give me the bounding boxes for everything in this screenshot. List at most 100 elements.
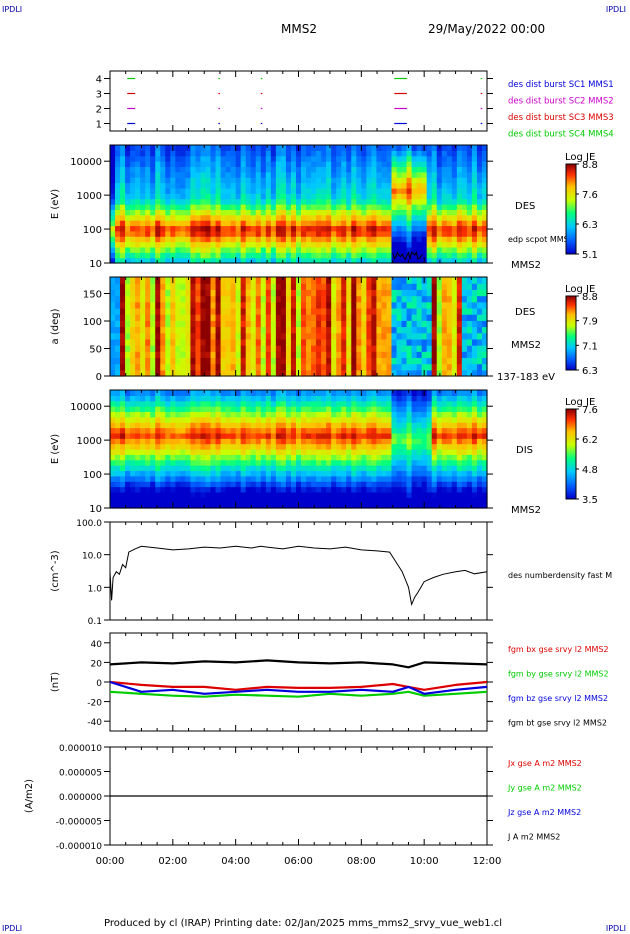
heatmap-cell: [411, 166, 418, 173]
heatmap-cell: [441, 236, 448, 243]
heatmap-cell: [150, 295, 156, 303]
heatmap-cell: [270, 390, 277, 396]
heatmap-cell: [135, 351, 141, 359]
heatmap-cell: [406, 400, 413, 407]
heatmap-cell: [421, 177, 428, 184]
heatmap-cell: [240, 497, 247, 504]
heatmap-cell: [290, 400, 297, 407]
heatmap-cell: [346, 257, 352, 264]
heatmap-cell: [371, 475, 378, 482]
heatmap-cell: [371, 314, 378, 321]
heatmap-cell: [376, 338, 383, 346]
heatmap-cell: [371, 289, 378, 297]
heatmap-cell: [366, 443, 372, 450]
heatmap-cell: [220, 400, 227, 407]
heatmap-cell: [130, 209, 136, 216]
heatmap-cell: [155, 357, 161, 365]
heatmap-cell: [240, 395, 247, 402]
heatmap-cell: [331, 187, 337, 194]
heatmap-cell: [321, 320, 327, 328]
heatmap-cell: [240, 177, 247, 184]
heatmap-cell: [125, 187, 131, 194]
heatmap-cell: [446, 161, 453, 168]
heatmap-cell: [235, 465, 242, 472]
heatmap-cell: [175, 395, 181, 402]
heatmap-cell: [280, 204, 287, 210]
heatmap-cell: [130, 283, 136, 290]
heatmap-cell: [185, 277, 192, 284]
heatmap-cell: [481, 326, 488, 334]
heatmap-cell: [416, 193, 423, 200]
heatmap-cell: [431, 314, 438, 321]
heatmap-cell: [361, 454, 367, 461]
heatmap-cell: [150, 438, 156, 445]
heatmap-cell: [371, 307, 378, 315]
heatmap-cell: [366, 204, 372, 210]
heatmap-cell: [431, 225, 438, 232]
heatmap-cell: [371, 497, 378, 504]
heatmap-cell: [290, 502, 297, 509]
heatmap-cell: [260, 155, 267, 162]
colorbar-tick-label: 5.1: [582, 250, 598, 261]
heatmap-cell: [265, 338, 272, 346]
heatmap-cell: [361, 257, 367, 264]
heatmap-cell: [301, 320, 307, 328]
heatmap-cell: [205, 150, 212, 157]
heatmap-cell: [446, 307, 453, 315]
heatmap-cell: [255, 246, 262, 253]
heatmap-cell: [341, 252, 347, 259]
heatmap-cell: [446, 438, 453, 445]
heatmap-cell: [416, 497, 423, 504]
heatmap-cell: [361, 320, 367, 328]
heatmap-cell: [245, 177, 252, 184]
heatmap-cell: [316, 465, 322, 472]
heatmap-cell: [255, 357, 262, 365]
heatmap-cell: [346, 332, 352, 340]
heatmap-cell: [280, 411, 287, 418]
heatmap-cell: [220, 277, 227, 284]
heatmap-cell: [316, 289, 322, 297]
heatmap-cell: [461, 161, 468, 168]
heatmap-cell: [290, 241, 297, 248]
heatmap-cell: [476, 252, 483, 259]
heatmap-cell: [150, 422, 156, 429]
heatmap-cell: [115, 390, 121, 396]
heatmap-cell: [120, 145, 126, 151]
heatmap-cell: [356, 449, 362, 455]
heatmap-cell: [190, 351, 197, 359]
heatmap-cell: [270, 351, 277, 359]
heatmap-cell: [456, 326, 463, 334]
heatmap-cell: [421, 400, 428, 407]
heatmap-cell: [155, 416, 161, 423]
heatmap-cell: [215, 454, 222, 461]
heatmap-cell: [331, 481, 337, 488]
heatmap-cell: [285, 411, 292, 418]
heatmap-cell: [396, 486, 403, 493]
heatmap-cell: [110, 241, 116, 248]
heatmap-cell: [275, 486, 282, 493]
heatmap-cell: [250, 301, 257, 309]
heatmap-cell: [120, 246, 126, 253]
heatmap-cell: [280, 438, 287, 445]
heatmap-cell: [220, 225, 227, 232]
heatmap-cell: [135, 411, 141, 418]
heatmap-cell: [381, 454, 388, 461]
heatmap-cell: [295, 225, 302, 232]
heatmap-cell: [175, 465, 181, 472]
heatmap-cell: [421, 449, 428, 455]
heatmap-cell: [265, 187, 272, 194]
heatmap-cell: [421, 314, 428, 321]
heatmap-cell: [115, 338, 121, 346]
heatmap-cell: [341, 198, 347, 205]
heatmap-cell: [326, 491, 332, 498]
heatmap-cell: [366, 301, 372, 309]
heatmap-cell: [316, 150, 322, 157]
heatmap-cell: [275, 332, 282, 340]
heatmap-cell: [366, 161, 372, 168]
heatmap-cell: [265, 422, 272, 429]
heatmap-cell: [391, 438, 398, 445]
heatmap-cell: [145, 314, 151, 321]
heatmap-cell: [481, 193, 488, 200]
heatmap-cell: [386, 443, 393, 450]
heatmap-cell: [346, 416, 352, 423]
